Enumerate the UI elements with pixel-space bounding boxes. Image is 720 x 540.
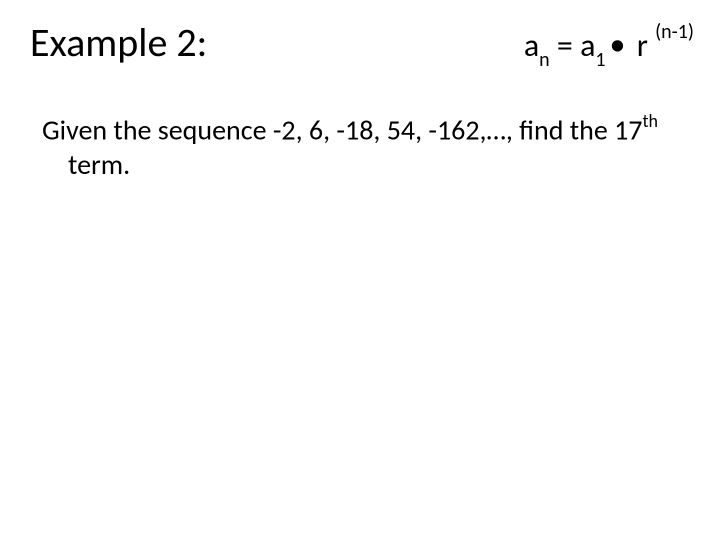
- slide: Example 2: an = a1• r (n-1) Given the se…: [0, 0, 720, 540]
- problem-text-pre: Given the sequence -2, 6, -18, 54, -162,…: [42, 112, 642, 147]
- formula-a1-base: a: [580, 26, 595, 65]
- problem-text: Given the sequence -2, 6, -18, 54, -162,…: [22, 112, 680, 182]
- formula-r-base: r: [629, 26, 655, 65]
- slide-title: Example 2:: [30, 18, 207, 67]
- ordinal-suffix: th: [642, 110, 658, 132]
- formula-lhs-sub: n: [539, 48, 550, 72]
- header-row: Example 2: an = a1• r (n-1): [30, 18, 700, 69]
- geometric-formula: an = a1• r (n-1): [524, 26, 700, 69]
- formula-lhs-base: a: [524, 26, 539, 65]
- formula-exponent: (n-1): [655, 20, 694, 44]
- formula-a1-sub: 1: [595, 48, 605, 72]
- formula-eq: =: [550, 26, 580, 65]
- problem-text-post: term.: [68, 147, 130, 182]
